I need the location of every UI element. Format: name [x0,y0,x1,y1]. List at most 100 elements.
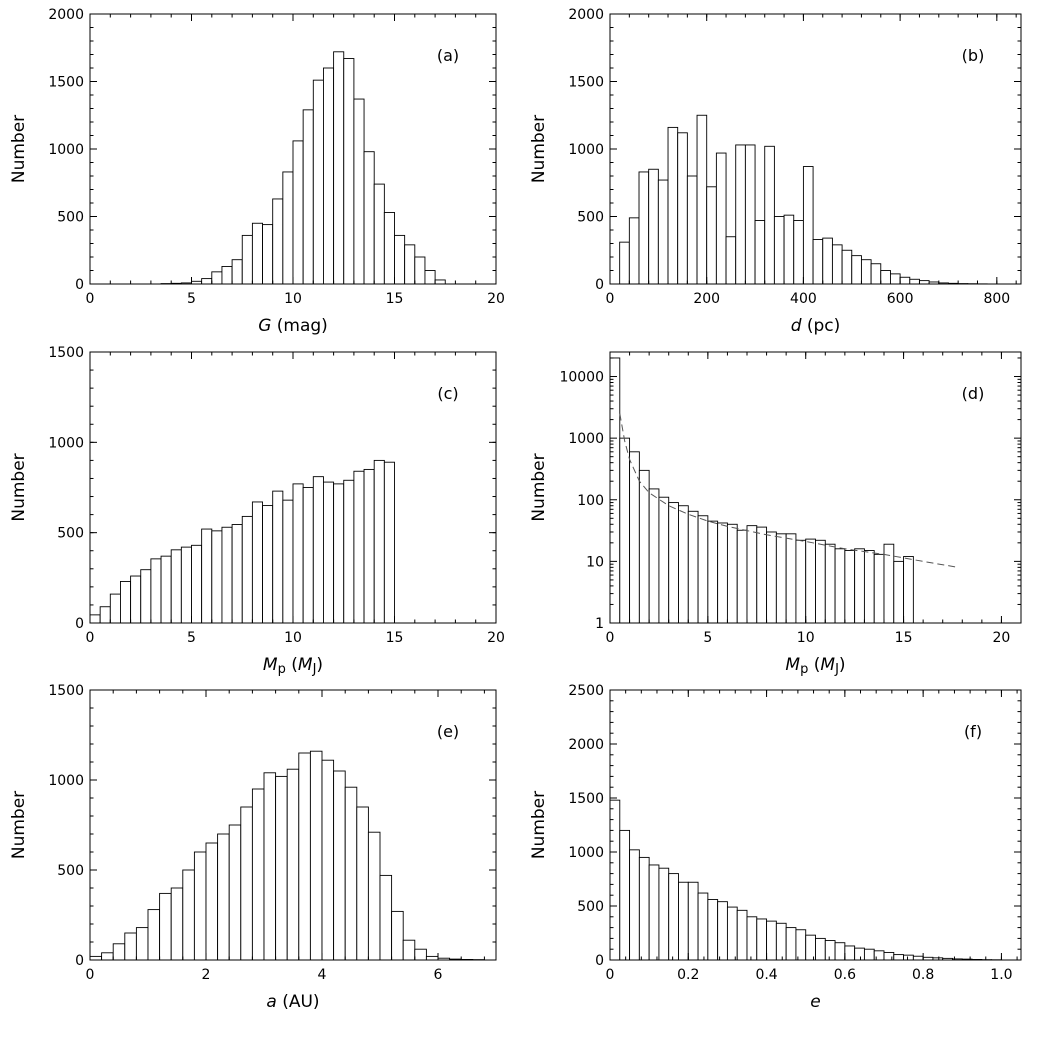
panel-e: 0 2 4 6 0 500 1000 1500 (e) a (AU) Number [9,683,497,1012]
histogram-bar [286,768,300,961]
y-axis-label: Number [529,453,549,521]
histogram-bar [367,831,381,961]
y-tick-label: 0 [75,953,84,969]
histogram-bar [893,954,905,961]
histogram-bar [363,151,375,285]
histogram-bar [379,874,393,961]
histogram-bar [231,259,243,285]
histogram-bar [657,179,669,285]
axis-label-part: M [785,655,800,675]
axis-label-part: d [791,316,802,336]
panel-label: (b) [962,46,985,65]
histogram-bar [191,544,203,624]
histogram-bar [880,270,891,285]
histogram-bar [795,929,807,961]
histogram-bar [667,126,679,285]
axis-label-part: ) [316,655,323,675]
histogram-bar [130,575,142,624]
histogram-bar [696,114,708,285]
histogram-bar [805,538,816,624]
histogram-bar [414,948,427,961]
x-tick-label: 0 [606,967,615,983]
x-tick-label: 2 [202,967,211,983]
histogram-bar [240,806,253,961]
histogram-bar [241,515,253,624]
y-axis-label: Number [9,115,29,183]
histogram-bar [321,759,335,961]
histogram-bar [363,468,375,624]
histogram-bar [824,543,836,624]
histogram-bar [893,560,905,624]
x-tick-label: 400 [790,291,817,307]
x-axis-label: e [810,992,820,1012]
histogram-bar [323,481,335,624]
histogram-bar [619,437,631,624]
histogram-bar [854,548,865,624]
histogram-bar [677,132,688,285]
histogram-bar [629,849,640,961]
x-tick-label: 20 [487,291,505,307]
histogram-bar [424,270,436,285]
y-tick-label: 500 [57,210,84,226]
histogram-bar [333,483,345,624]
histogram-bar [282,171,294,285]
histogram-bar [805,934,816,961]
histogram-bar [262,505,274,624]
x-tick-label: 0 [86,630,95,646]
histogram-bar [725,236,737,285]
histogram-bar [860,259,872,285]
panel-label: (e) [437,722,459,741]
y-tick-label: 0 [595,277,604,293]
histogram-bar [147,909,161,961]
histogram-bar [231,524,243,624]
y-tick-label: 1000 [568,431,604,447]
y-tick-label: 1500 [48,345,84,361]
y-tick-label: 2000 [568,7,604,23]
histogram-bar [903,556,914,624]
histogram-bar [275,775,288,961]
histogram-bar [170,887,184,961]
histogram-bar [135,927,149,961]
histogram-bar [272,198,284,285]
histogram-bar [140,569,152,624]
x-tick-label: 800 [983,291,1010,307]
histogram-bar [251,501,263,624]
histogram-bar [851,255,862,285]
axis-label-part: M [263,655,278,675]
x-tick-label: 5 [187,630,196,646]
y-tick-label: 1000 [48,435,84,451]
x-tick-label: 5 [187,291,196,307]
histogram-bar [736,909,748,961]
histogram-bar [333,770,346,961]
x-tick-label: 0 [86,291,95,307]
histogram-bar [211,530,223,624]
x-tick-label: 20 [487,630,505,646]
axis-label-part: J [834,662,839,677]
axis-label-part: a [266,992,276,1012]
histogram-bar [302,487,314,624]
panel-label: (d) [962,384,985,403]
y-tick-label: 1000 [48,773,84,789]
histogram-bar [298,752,311,961]
histogram-bar [746,916,758,961]
x-tick-label: 0 [606,630,615,646]
histogram-bar [353,470,365,624]
histogram-bar [766,920,777,961]
histogram-bar [844,945,856,961]
histogram-bar [638,856,650,961]
histogram-bar [697,515,709,624]
histogram-bar [834,942,846,961]
histogram-bar [919,280,930,285]
panel-label: (c) [437,384,458,403]
histogram-bar [909,278,920,285]
x-axis-label: Mp (MJ) [785,655,845,677]
y-tick-label: 2000 [568,737,604,753]
axis-label-part: M [298,655,313,675]
histogram-bar [775,533,787,624]
axis-label-part: J [312,662,317,677]
plot-frame [609,351,1022,624]
histogram-bar [707,899,719,961]
y-axis-label: Number [9,453,29,521]
axis-label-part: G [258,316,271,336]
histogram-bar [404,244,416,285]
